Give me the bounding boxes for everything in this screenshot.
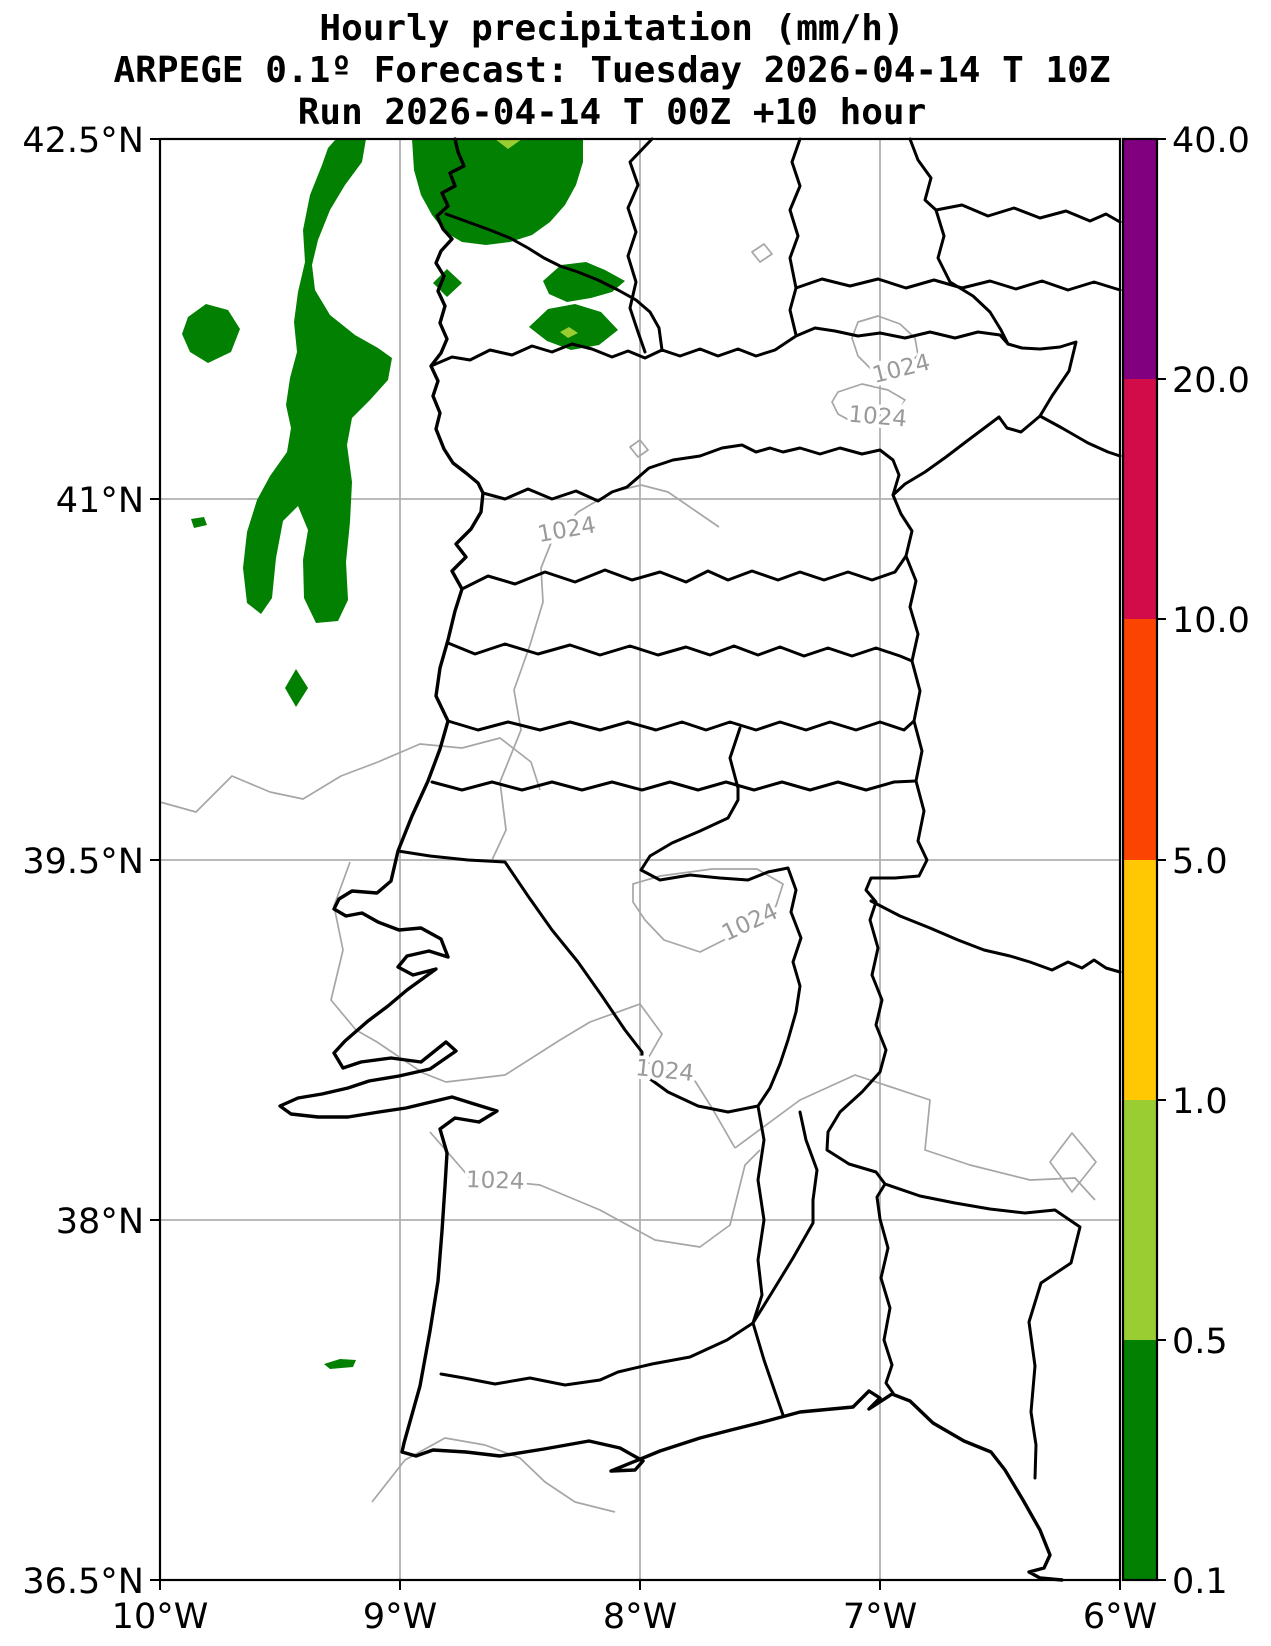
- figure-subtitle: ARPEGE 0.1º Forecast: Tuesday 2026-04-14…: [114, 50, 1111, 91]
- figure-title: Hourly precipitation (mm/h): [319, 8, 904, 49]
- province-line-galicia-2: [626, 137, 654, 354]
- lat-tick-label-38n: 38°N: [56, 1202, 144, 1242]
- isobar-loop-ne-1: [851, 315, 919, 375]
- border-arm-east: [1038, 414, 1122, 458]
- lon-tick-label-9w: 9°W: [363, 1597, 437, 1637]
- precip-dash-south: [324, 1359, 356, 1369]
- isobar-label-center: 1024: [718, 899, 782, 947]
- district-snake-interior: [396, 726, 803, 1114]
- precip-patch-diamond: [285, 669, 308, 707]
- colorbar-segment-orangered: [1123, 619, 1157, 860]
- lat-tick-label-36-5n: 36.5°N: [22, 1562, 144, 1602]
- lat-tick-label-42-5n: 42.5°N: [22, 121, 144, 161]
- border-portugal-spain: [429, 326, 1078, 1395]
- colorbar-label-10: 10.0: [1172, 601, 1250, 641]
- district-line-algarve-west: [439, 1321, 755, 1387]
- isobar-branch-center-north: [640, 484, 720, 528]
- district-line-douro: [481, 443, 901, 503]
- province-line-salamanca: [869, 899, 1122, 974]
- isobar-loop-ne-2: [831, 383, 906, 425]
- precipitation-areas: [182, 139, 625, 1369]
- colorbar: 40.0 20.0 10.0 5.0 1.0 0.5 0.1: [1121, 121, 1250, 1602]
- colorbar-segment-green: [1123, 1340, 1157, 1580]
- district-link-south: [798, 1110, 819, 1202]
- precip-moderate-notch-top: [495, 139, 522, 149]
- district-line-center-1: [446, 719, 916, 732]
- isobar-loop-center: [632, 868, 784, 953]
- precip-patch-coast-small: [433, 269, 462, 297]
- isobar-label-south-2: 1024: [466, 1167, 525, 1195]
- colorbar-label-0-1: 0.1: [1172, 1562, 1228, 1602]
- lon-tick-label-10w: 10°W: [112, 1597, 209, 1637]
- precip-patch-west-blob: [182, 304, 240, 363]
- lon-tick-label-8w: 8°W: [603, 1597, 677, 1637]
- lat-tick-label-41n: 41°N: [56, 481, 144, 521]
- title-block: Hourly precipitation (mm/h) ARPEGE 0.1º …: [114, 8, 1111, 133]
- colorbar-segment-gold: [1123, 860, 1157, 1100]
- district-line-north-1: [460, 554, 908, 591]
- figure-run-line: Run 2026-04-14 T 00Z +10 hour: [298, 92, 927, 133]
- isobar-line-southeast: [734, 1074, 1096, 1201]
- isobar-coastal-south: [330, 861, 736, 1149]
- precip-patch-interior-1: [543, 262, 625, 302]
- lon-axis: 10°W 9°W 8°W 7°W 6°W: [112, 1580, 1157, 1637]
- colorbar-label-40: 40.0: [1172, 121, 1250, 161]
- province-line-galicia-1: [788, 137, 802, 337]
- colorbar-segment-crimson: [1123, 379, 1157, 619]
- district-line-north-2: [446, 641, 914, 663]
- lon-tick-label-6w: 6°W: [1083, 1597, 1157, 1637]
- colorbar-segment-purple: [1123, 139, 1157, 379]
- coastline-atlantic: [278, 137, 1064, 1582]
- lon-tick-label-7w: 7°W: [843, 1597, 917, 1637]
- colorbar-label-1: 1.0: [1172, 1082, 1228, 1122]
- isobar-line-algarve: [371, 1437, 616, 1513]
- isobar-diamond-small-1: [751, 243, 773, 263]
- district-line-alentejo-vertical: [751, 1104, 766, 1325]
- isobar-label-ne-2: 1024: [847, 402, 908, 433]
- lat-axis: 42.5°N 41°N 39.5°N 38°N 36.5°N: [22, 121, 160, 1602]
- province-line-spain-mid: [794, 277, 1122, 292]
- isobar-wavy-ocean: [159, 737, 541, 813]
- precip-moderate-speck: [560, 327, 578, 338]
- district-line-algarve-east: [751, 1198, 815, 1417]
- colorbar-label-5: 5.0: [1172, 842, 1228, 882]
- isobar-line-south: [429, 1131, 761, 1248]
- colorbar-label-0-5: 0.5: [1172, 1322, 1228, 1362]
- district-line-center-2: [430, 779, 918, 792]
- isobar-diamond-east: [1049, 1132, 1097, 1193]
- precip-patch-minho: [412, 139, 583, 245]
- province-line-spain-top: [908, 137, 1122, 224]
- precip-speck-west: [191, 517, 207, 528]
- isobar-label-south-1: 1024: [634, 1055, 695, 1087]
- lat-tick-label-39-5n: 39.5°N: [22, 842, 144, 882]
- precip-patch-offshore-band: [243, 139, 392, 623]
- colorbar-label-20: 20.0: [1172, 361, 1250, 401]
- province-line-huelva: [883, 1182, 1082, 1480]
- isobar-diamond-small-2: [629, 439, 649, 458]
- isobar-line-center-north: [491, 484, 642, 861]
- isobar-label-center-north: 1024: [536, 512, 598, 548]
- isobar-contours: [159, 243, 1097, 1513]
- colorbar-segment-yellowgreen: [1123, 1100, 1157, 1340]
- precip-patch-interior-2: [529, 304, 618, 350]
- province-link-ne: [934, 208, 1010, 346]
- isobar-labels: 1024 1024 1024 1024 1024 1024: [462, 346, 936, 1199]
- coastlines-and-borders: [278, 137, 1122, 1582]
- district-line-minho-diagonal: [444, 212, 664, 352]
